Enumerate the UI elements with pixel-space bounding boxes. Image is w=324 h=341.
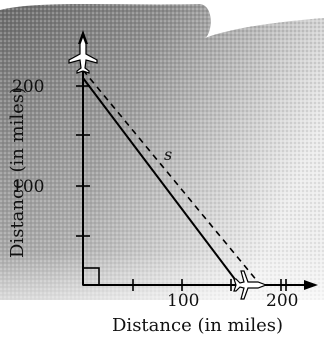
distance-segment-solid (82, 77, 238, 283)
y-tick-label-200: 200 (12, 77, 44, 97)
segment-label: s (164, 145, 172, 164)
airplane-vertical-icon (68, 34, 98, 74)
right-angle-marker (82, 267, 100, 286)
x-tick-label-100: 100 (167, 291, 199, 311)
x-axis (83, 279, 318, 291)
x-tick-label-200: 200 (266, 291, 298, 311)
sky-background (0, 4, 324, 300)
y-axis-label: Distance (in miles) (7, 87, 28, 258)
airplane-horizontal-icon (233, 270, 268, 300)
x-axis-label: Distance (in miles) (112, 315, 283, 336)
distance-segment-dashed (82, 69, 259, 283)
y-tick-label-100: 100 (12, 177, 44, 197)
